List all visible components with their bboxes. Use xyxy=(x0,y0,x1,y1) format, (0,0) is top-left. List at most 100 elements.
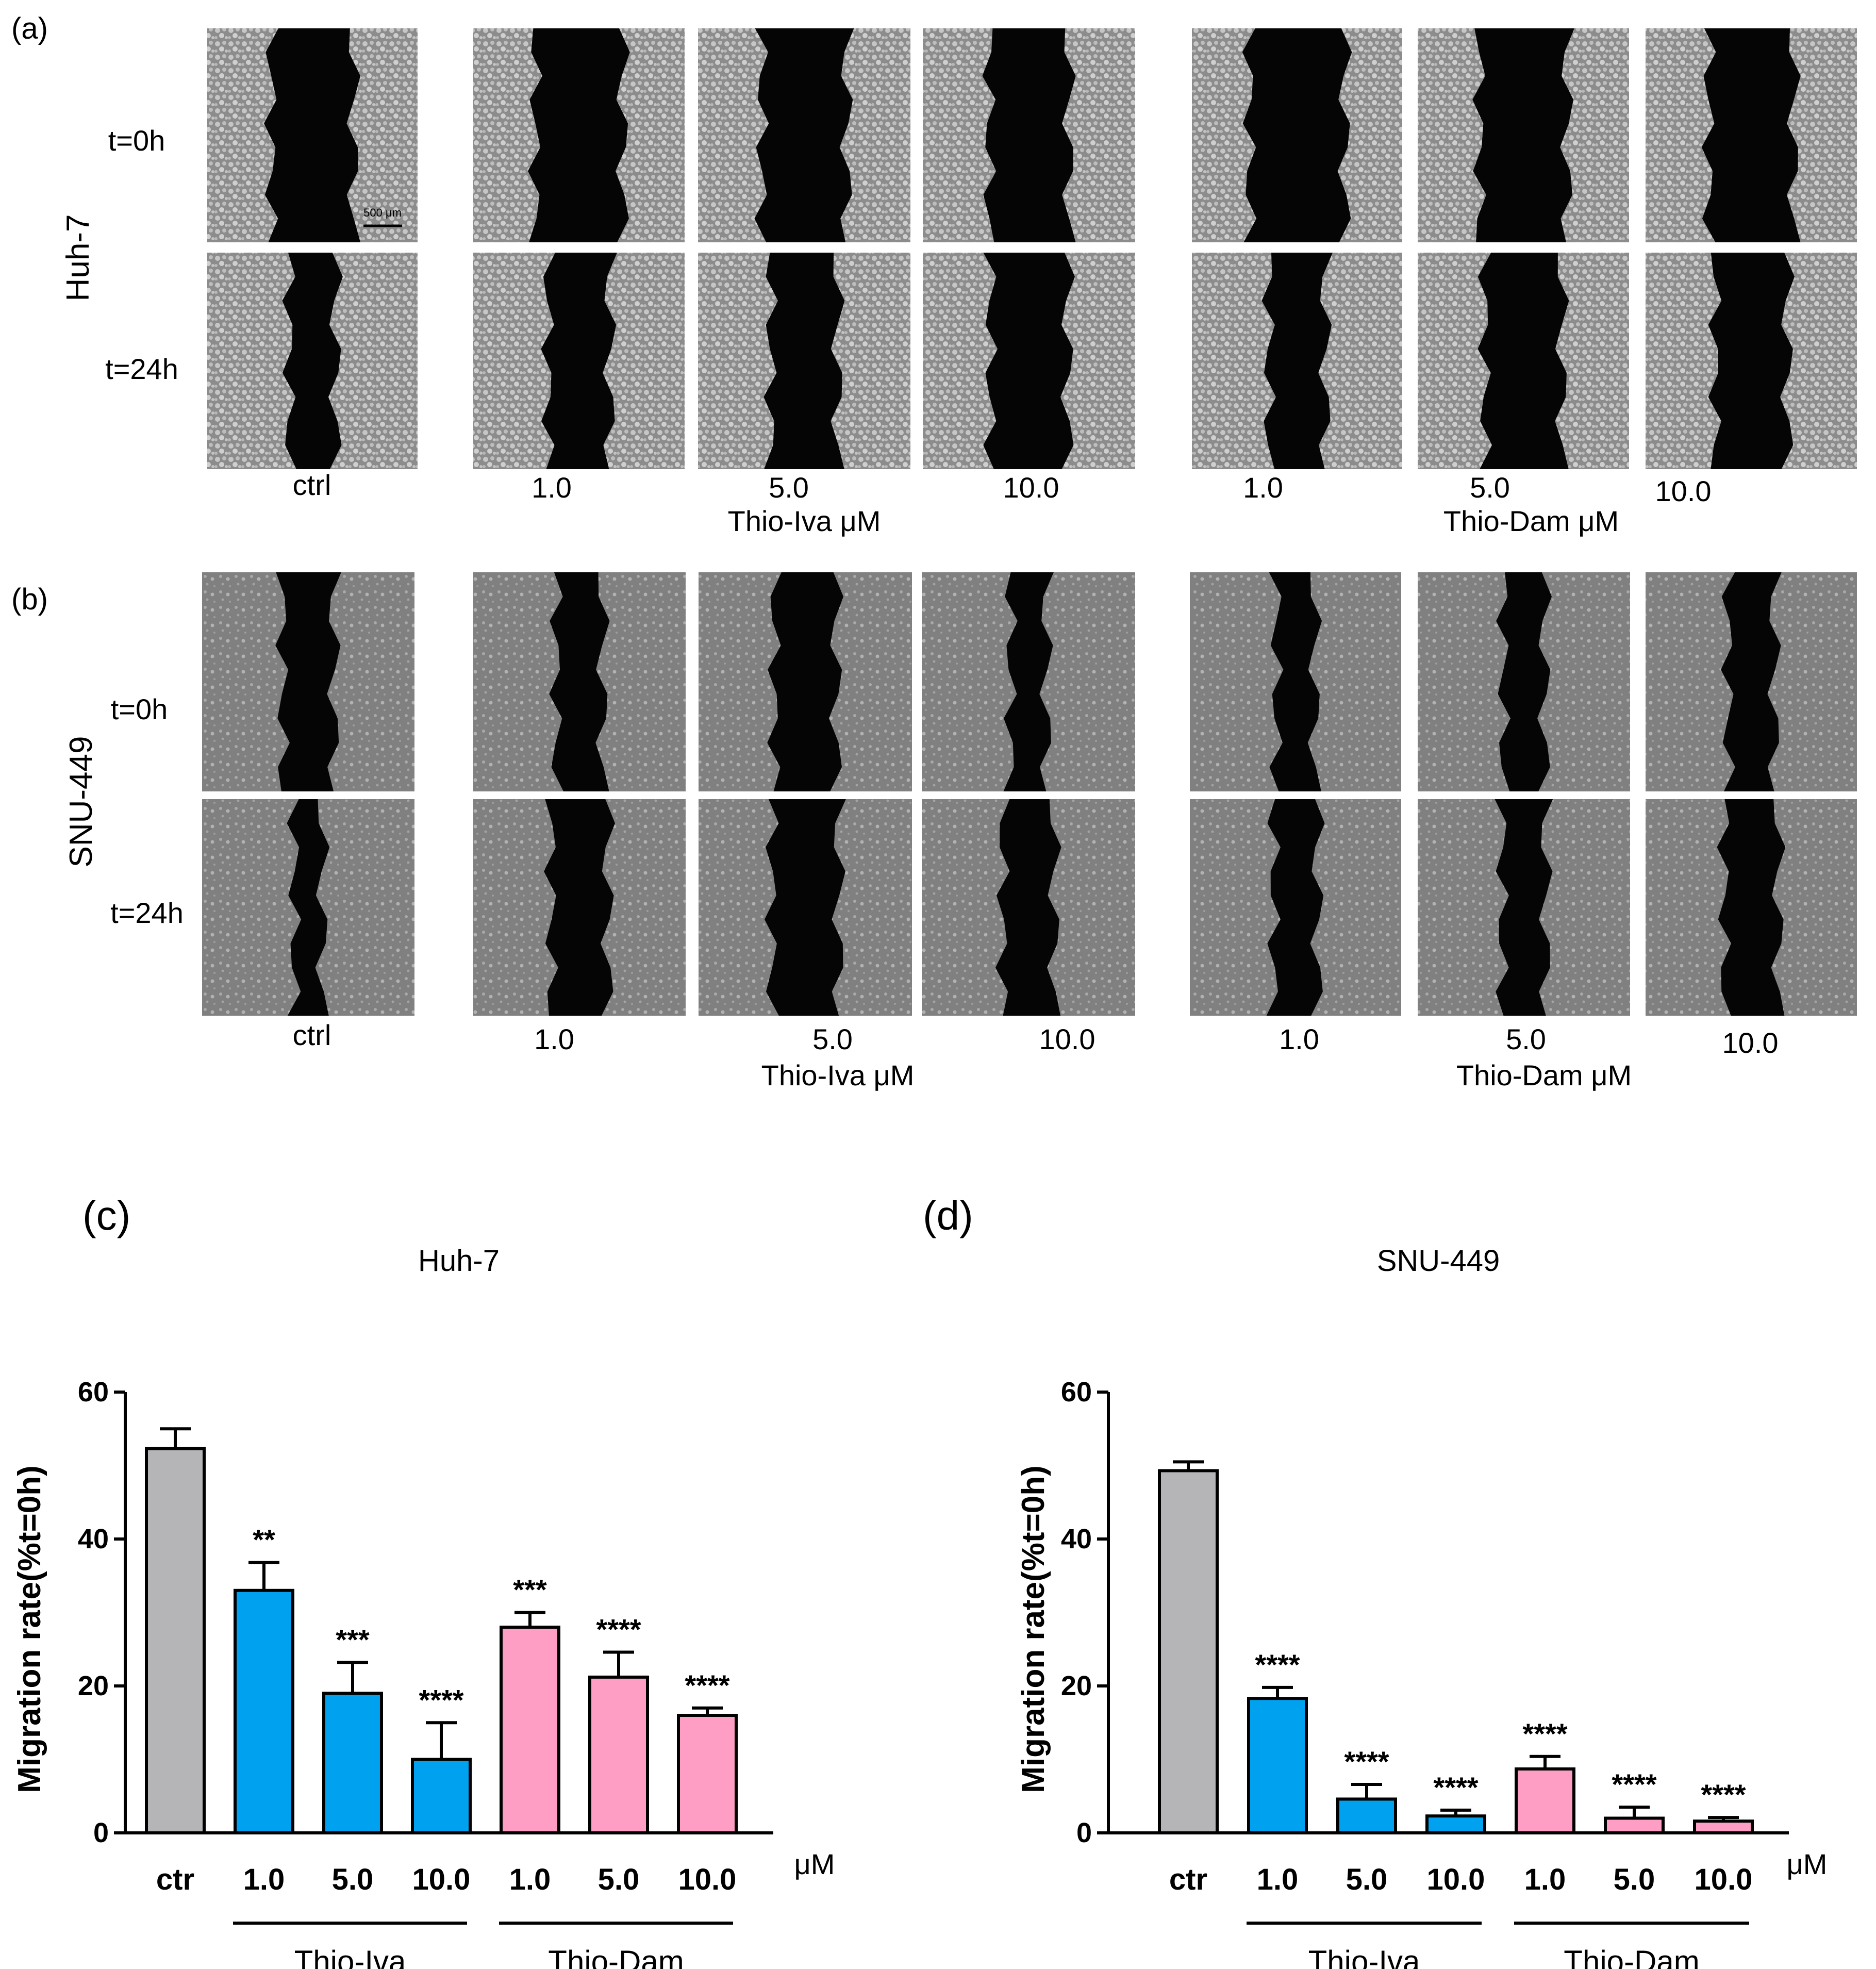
micrograph-b-0h xyxy=(1646,572,1857,791)
chart-c-category-label: 1.0 xyxy=(243,1863,285,1896)
panel-b-cell-line: SNU-449 xyxy=(63,736,99,868)
chart-d-significance: **** xyxy=(1612,1768,1656,1800)
panel-b-ctrl-label: ctrl xyxy=(293,1019,331,1051)
panel-b-iva-dose-3: 10.0 xyxy=(1039,1023,1095,1055)
panel-a-dam-dose-3: 10.0 xyxy=(1655,475,1712,507)
chart-c-category-label: 10.0 xyxy=(678,1863,737,1896)
panel-b-row-label-24h: t=24h xyxy=(110,897,184,929)
chart-c-group-label: Thio-Dam xyxy=(548,1944,684,1969)
panel-b-dam-dose-2: 5.0 xyxy=(1506,1023,1546,1055)
panel-a-iva-dose-1: 1.0 xyxy=(532,471,572,504)
chart-d-group-label: Thio-Dam xyxy=(1564,1944,1699,1969)
chart-d-category-label: 1.0 xyxy=(1524,1863,1566,1896)
panel-a-iva-label: Thio-Iva μM xyxy=(728,505,881,537)
chart-d-y-tick-label: 60 xyxy=(1061,1377,1092,1408)
panel-b-letter: (b) xyxy=(11,583,48,616)
panel-a-letter: (a) xyxy=(11,12,48,45)
panel-a-cell-line: Huh-7 xyxy=(60,214,96,302)
micrograph-a-24h xyxy=(1418,253,1629,469)
chart-d-significance: **** xyxy=(1701,1778,1746,1811)
chart-c-category-label: 10.0 xyxy=(412,1863,471,1896)
panel-b-dam-dose-1: 1.0 xyxy=(1279,1023,1319,1055)
chart-c-y-tick-label: 40 xyxy=(78,1524,109,1554)
micrograph-b-24h xyxy=(202,799,414,1016)
micrograph-a-24h xyxy=(923,253,1135,469)
chart-c-significance: *** xyxy=(513,1574,547,1606)
panel-a: (a) Huh-7 t=0h t=24h ctrl 1.0 5.0 10.0 T… xyxy=(11,12,1857,537)
chart-d-title: SNU-449 xyxy=(1377,1244,1500,1278)
chart-c-category-label: 1.0 xyxy=(509,1863,551,1896)
chart-d-ylabel: Migration rate(%t=0h) xyxy=(1016,1465,1051,1793)
chart-d-bar xyxy=(1158,1469,1219,1835)
chart-c-ylabel: Migration rate(%t=0h) xyxy=(12,1465,47,1793)
chart-d-significance: **** xyxy=(1255,1648,1300,1681)
chart-d-y-tick-label: 20 xyxy=(1061,1670,1092,1701)
chart-c-bar xyxy=(322,1692,383,1834)
chart-c-bar xyxy=(588,1675,649,1834)
micrograph-b-24h xyxy=(1418,799,1630,1016)
panel-a-dam-dose-1: 1.0 xyxy=(1243,471,1283,504)
chart-c-bar xyxy=(500,1626,560,1834)
micrograph-a-24h xyxy=(473,253,685,469)
panel-b-row-label-0h: t=0h xyxy=(111,693,168,725)
micrograph-a-0h xyxy=(923,28,1135,242)
chart-c-bar xyxy=(234,1589,294,1834)
micrograph-a-24h xyxy=(1192,253,1402,469)
panel-b-dam-label: Thio-Dam μM xyxy=(1456,1059,1632,1091)
micrograph-a-24h xyxy=(207,253,418,469)
chart-d-bar xyxy=(1693,1819,1754,1834)
micrograph-b-0h xyxy=(1418,572,1630,791)
scale-bar-label: 500 μm xyxy=(363,206,402,219)
chart-d-unit: μM xyxy=(1787,1848,1828,1880)
chart-c-significance: **** xyxy=(419,1683,463,1716)
micrograph-b-0h xyxy=(699,572,912,791)
panel-a-micrographs xyxy=(207,28,1857,469)
panel-a-iva-dose-3: 10.0 xyxy=(1003,471,1059,504)
micrograph-a-24h xyxy=(698,253,910,469)
chart-d-bar xyxy=(1515,1767,1575,1834)
micrograph-b-24h xyxy=(1190,799,1401,1016)
micrograph-b-0h xyxy=(1190,572,1401,791)
chart-d-category-label: ctr xyxy=(1169,1863,1207,1896)
micrograph-a-0h xyxy=(473,28,685,242)
chart-d-significance: **** xyxy=(1344,1745,1389,1778)
micrograph-a-0h xyxy=(1418,28,1629,242)
micrograph-b-24h xyxy=(1646,799,1857,1016)
chart-d-bar xyxy=(1247,1697,1308,1835)
chart-d-group-label: Thio-Iva xyxy=(1308,1944,1420,1969)
chart-c-significance: **** xyxy=(685,1669,729,1701)
panel-a-row-label-0h: t=0h xyxy=(108,124,165,157)
chart-d-category-label: 5.0 xyxy=(1346,1863,1388,1896)
micrograph-a-0h xyxy=(1192,28,1402,242)
chart-c-significance: **** xyxy=(596,1613,641,1645)
panel-b-iva-dose-1: 1.0 xyxy=(534,1023,574,1055)
scale-bar: 500 μm xyxy=(363,206,402,227)
chart-c-category-label: 5.0 xyxy=(332,1863,374,1896)
micrograph-a-0h xyxy=(698,28,910,242)
chart-d-letter: (d) xyxy=(923,1193,973,1238)
chart-d-bar xyxy=(1425,1814,1486,1835)
micrograph-b-0h xyxy=(922,572,1135,791)
chart-c-significance: *** xyxy=(336,1623,370,1656)
panel-a-ctrl-label: ctrl xyxy=(293,469,331,501)
micrograph-a-0h xyxy=(207,28,418,242)
chart-d-category-label: 5.0 xyxy=(1614,1863,1655,1896)
chart-d-bar xyxy=(1336,1797,1397,1834)
chart-d-y-tick-label: 40 xyxy=(1061,1524,1092,1554)
chart-d-significance: **** xyxy=(1433,1771,1478,1803)
chart-d-category-label: 10.0 xyxy=(1695,1863,1753,1896)
panel-a-dam-label: Thio-Dam μM xyxy=(1443,505,1619,537)
chart-c-bar xyxy=(677,1714,738,1834)
chart-c-unit: μM xyxy=(794,1848,835,1880)
micrograph-a-0h xyxy=(1646,28,1857,242)
panel-a-iva-dose-2: 5.0 xyxy=(769,471,809,504)
panel-b: (b) SNU-449 t=0h t=24h ctrl 1.0 5.0 10.0… xyxy=(11,572,1857,1091)
chart-c-significance: ** xyxy=(253,1524,275,1556)
micrograph-b-24h xyxy=(922,799,1135,1016)
chart-c-bar xyxy=(411,1758,472,1834)
chart-d-category-label: 10.0 xyxy=(1427,1863,1485,1896)
chart-c: (c) Huh-7 Migration rate(%t=0h) μM 0 20 40… xyxy=(12,1193,835,1969)
panel-b-iva-dose-2: 5.0 xyxy=(812,1023,853,1055)
chart-d-significance: **** xyxy=(1522,1717,1567,1750)
